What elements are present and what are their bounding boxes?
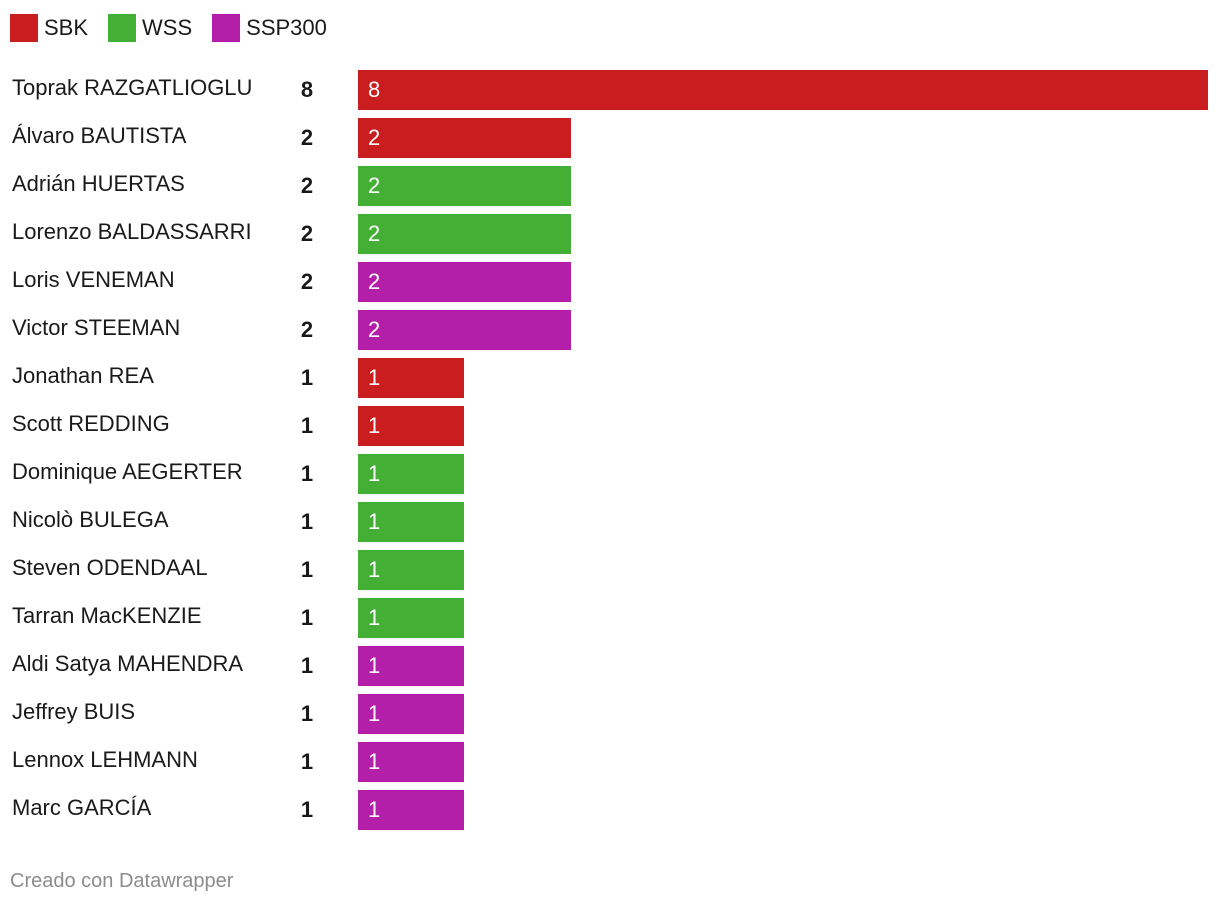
category-label: Álvaro BAUTISTA xyxy=(12,123,187,148)
category-label: Dominique AEGERTER xyxy=(12,459,243,484)
bar: 8 xyxy=(358,70,1208,110)
category-label: Scott REDDING xyxy=(12,411,170,436)
chart-row: Adrián HUERTAS 2 2 xyxy=(0,166,1220,206)
chart-row: Scott REDDING 1 1 xyxy=(0,406,1220,446)
bar: 1 xyxy=(358,790,465,830)
bar: 1 xyxy=(358,454,465,494)
bar-data-label: 1 xyxy=(368,509,381,534)
category-label: Jonathan REA xyxy=(12,363,154,388)
bar-data-label: 1 xyxy=(368,365,381,390)
bar: 1 xyxy=(358,358,465,398)
value-label: 1 xyxy=(300,461,314,486)
category-label: Aldi Satya MAHENDRA xyxy=(12,651,244,676)
chart-row: Steven ODENDAAL 1 1 xyxy=(0,550,1220,590)
bar: 2 xyxy=(358,118,571,158)
chart-row: Loris VENEMAN 2 2 xyxy=(0,262,1220,302)
bar: 1 xyxy=(358,550,465,590)
bar-data-label: 2 xyxy=(368,173,381,198)
chart-row: Jonathan REA 1 1 xyxy=(0,358,1220,398)
bar: 1 xyxy=(358,694,465,734)
category-label: Toprak RAZGATLIOGLU xyxy=(12,75,253,100)
value-label: 1 xyxy=(300,605,314,630)
chart-row: Toprak RAZGATLIOGLU 8 8 xyxy=(0,70,1220,110)
bar-data-label: 1 xyxy=(368,749,381,774)
bar-data-label: 1 xyxy=(368,797,381,822)
value-label: 1 xyxy=(300,557,314,582)
bar-data-label: 2 xyxy=(368,221,381,246)
chart-row: Aldi Satya MAHENDRA 1 1 xyxy=(0,646,1220,686)
value-label: 1 xyxy=(300,413,314,438)
bar-data-label: 1 xyxy=(368,653,381,678)
bar-data-label: 1 xyxy=(368,605,381,630)
legend-label: SSP300 xyxy=(246,15,327,40)
category-label: Lorenzo BALDASSARRI xyxy=(12,219,252,244)
category-label: Tarran MacKENZIE xyxy=(12,603,202,628)
chart-row: Dominique AEGERTER 1 1 xyxy=(0,454,1220,494)
value-label: 2 xyxy=(300,173,314,198)
value-label: 2 xyxy=(300,317,314,342)
chart-row: Marc GARCÍA 1 1 xyxy=(0,790,1220,830)
bar-data-label: 1 xyxy=(368,557,381,582)
bar: 1 xyxy=(358,742,465,782)
chart-row: Jeffrey BUIS 1 1 xyxy=(0,694,1220,734)
value-label: 1 xyxy=(300,701,314,726)
value-label: 1 xyxy=(300,653,314,678)
credit-text: Creado con Datawrapper xyxy=(10,870,234,892)
legend-item: SBK xyxy=(10,14,88,42)
value-label: 8 xyxy=(300,77,314,102)
chart-legend: SBK WSS SSP300 xyxy=(10,12,347,44)
bar-data-label: 2 xyxy=(368,125,381,150)
chart-row: Álvaro BAUTISTA 2 2 xyxy=(0,118,1220,158)
category-label: Victor STEEMAN xyxy=(12,315,181,340)
bar: 1 xyxy=(358,646,465,686)
value-label: 2 xyxy=(300,125,314,150)
legend-label: WSS xyxy=(142,15,193,40)
bar: 2 xyxy=(358,262,571,302)
chart-row: Tarran MacKENZIE 1 1 xyxy=(0,598,1220,638)
legend-swatch xyxy=(10,14,38,42)
category-label: Jeffrey BUIS xyxy=(12,699,136,724)
bar-data-label: 1 xyxy=(368,701,381,726)
value-label: 1 xyxy=(300,797,314,822)
bar-data-label: 1 xyxy=(368,461,381,486)
chart-row: Lennox LEHMANN 1 1 xyxy=(0,742,1220,782)
legend-swatch xyxy=(212,14,241,42)
bar-data-label: 2 xyxy=(368,269,381,294)
legend-item: WSS xyxy=(108,14,192,42)
value-label: 1 xyxy=(300,365,314,390)
value-label: 1 xyxy=(300,509,314,534)
value-label: 2 xyxy=(300,221,314,246)
bar: 1 xyxy=(358,598,465,638)
category-label: Nicolò BULEGA xyxy=(12,507,169,532)
chart-row: Lorenzo BALDASSARRI 2 2 xyxy=(0,214,1220,254)
bar: 2 xyxy=(358,214,571,254)
bar-data-label: 8 xyxy=(368,77,381,102)
category-label: Lennox LEHMANN xyxy=(12,747,198,772)
bar: 2 xyxy=(358,310,571,350)
bar: 2 xyxy=(358,166,571,206)
bar-data-label: 1 xyxy=(368,413,381,438)
value-label: 1 xyxy=(300,749,314,774)
bar: 1 xyxy=(358,502,465,542)
legend-item: SSP300 xyxy=(212,14,327,42)
legend-label: SBK xyxy=(44,15,89,40)
chart-row: Victor STEEMAN 2 2 xyxy=(0,310,1220,350)
category-label: Loris VENEMAN xyxy=(12,267,175,292)
category-label: Adrián HUERTAS xyxy=(12,171,185,196)
category-label: Marc GARCÍA xyxy=(12,795,152,820)
legend-swatch xyxy=(108,14,137,42)
bar: 1 xyxy=(358,406,465,446)
category-label: Steven ODENDAAL xyxy=(12,555,208,580)
value-label: 2 xyxy=(300,269,314,294)
chart-row: Nicolò BULEGA 1 1 xyxy=(0,502,1220,542)
bar-data-label: 2 xyxy=(368,317,381,342)
